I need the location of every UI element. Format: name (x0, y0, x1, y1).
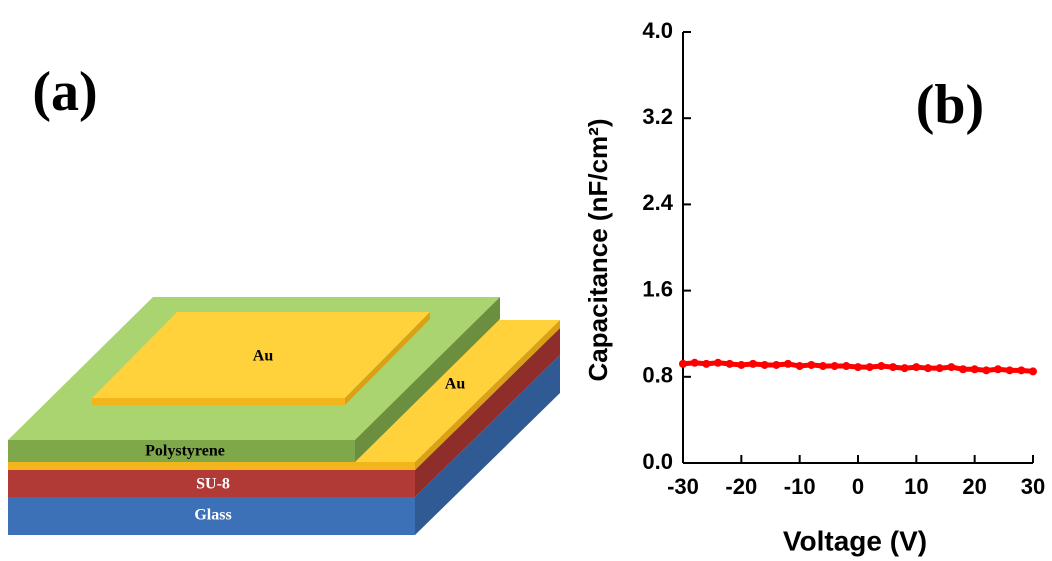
data-point (842, 362, 850, 370)
figure: (a) Au Au Polystyrene SU-8 Glass (b) Vol… (0, 0, 1052, 561)
panel-label: (a) (32, 61, 97, 123)
data-point (702, 360, 710, 368)
layer-label: Au (253, 348, 274, 365)
layer-label: Glass (194, 507, 231, 524)
data-point (947, 363, 955, 371)
data-point (912, 363, 920, 371)
panel-label: (b) (916, 74, 984, 136)
x-tick-label: -20 (725, 474, 757, 499)
data-point (761, 361, 769, 369)
data-point (819, 362, 827, 370)
x-tick-label: 0 (852, 474, 864, 499)
layer-label: SU-8 (196, 476, 230, 493)
x-axis-label: Voltage (V) (783, 525, 927, 556)
data-point (971, 365, 979, 373)
data-point (982, 366, 990, 374)
data-point (796, 362, 804, 370)
data-point (679, 360, 687, 368)
data-point (936, 364, 944, 372)
data-point (1006, 366, 1014, 374)
data-point (714, 359, 722, 367)
data-point (831, 362, 839, 370)
y-tick-label: 3.2 (642, 104, 673, 129)
x-tick-label: -10 (784, 474, 816, 499)
y-tick-label: 0.0 (642, 449, 673, 474)
data-point (889, 363, 897, 371)
data-point (877, 362, 885, 370)
y-tick-label: 2.4 (642, 190, 673, 215)
au-front (8, 462, 415, 470)
data-point (737, 361, 745, 369)
data-point (749, 360, 757, 368)
data-point (959, 365, 967, 373)
layer-label: Polystyrene (145, 443, 225, 460)
x-tick-label: 30 (1021, 474, 1045, 499)
data-point (807, 361, 815, 369)
data-point (994, 365, 1002, 373)
data-point (854, 363, 862, 371)
y-axis-label: Capacitance (nF/cm²) (583, 119, 613, 382)
y-tick-label: 1.6 (642, 276, 673, 301)
data-point (772, 361, 780, 369)
data-point (866, 363, 874, 371)
chart: (b) Voltage (V) Capacitance (nF/cm²) 0.0… (583, 18, 1045, 557)
layer-label: Au (445, 376, 466, 393)
data-point (691, 359, 699, 367)
data-point (1017, 366, 1025, 374)
data-point (924, 364, 932, 372)
x-tick-label: 20 (962, 474, 986, 499)
top-au-front (92, 398, 345, 405)
x-tick-label: -30 (667, 474, 699, 499)
data-point (784, 360, 792, 368)
stack-diagram: (a) Au Au Polystyrene SU-8 Glass (8, 61, 560, 535)
data-point (726, 360, 734, 368)
y-tick-label: 0.8 (642, 363, 673, 388)
x-tick-label: 10 (904, 474, 928, 499)
y-tick-label: 4.0 (642, 18, 673, 43)
data-point (1029, 367, 1037, 375)
data-point (901, 364, 909, 372)
